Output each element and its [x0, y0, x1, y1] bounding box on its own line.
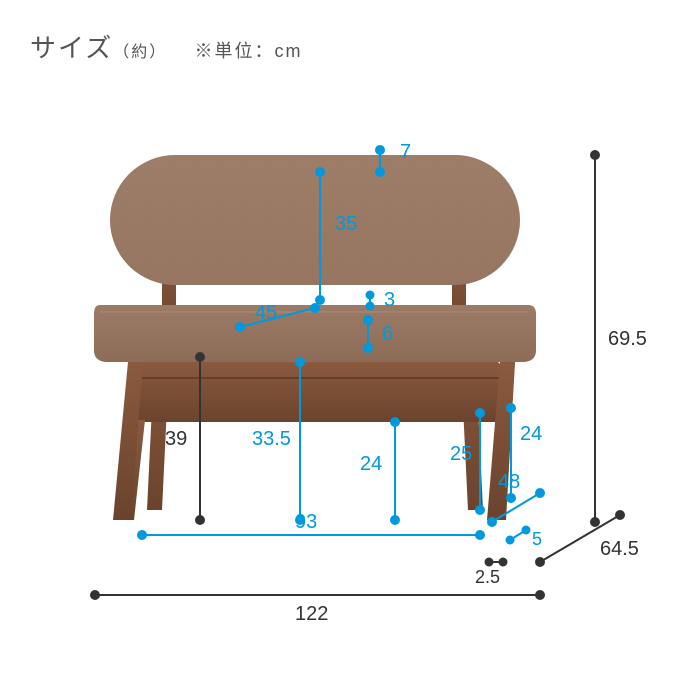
- dim-25: 25: [450, 443, 472, 465]
- dim-35: 35: [335, 213, 357, 235]
- dim-69-5: 69.5: [608, 328, 647, 350]
- dim-7: 7: [400, 141, 411, 163]
- dim-93: 93: [295, 511, 317, 533]
- dim-39: 39: [165, 428, 187, 450]
- dim-24b: 24: [520, 423, 542, 445]
- dim-6: 6: [382, 323, 393, 345]
- dimension-diagram: 7 35 3 45 6 33.5 24 25: [0, 0, 700, 700]
- dim-45: 45: [255, 302, 277, 324]
- dim-5: 5: [532, 529, 542, 549]
- dim-2-5: 2.5: [475, 567, 500, 587]
- dim-64-5: 64.5: [600, 538, 639, 560]
- dim-3: 3: [384, 289, 395, 311]
- dim-122: 122: [295, 603, 328, 625]
- bench-illustration: [94, 155, 536, 520]
- dim-48: 48: [498, 471, 520, 493]
- dim-33-5: 33.5: [252, 428, 291, 450]
- dim-24: 24: [360, 453, 382, 475]
